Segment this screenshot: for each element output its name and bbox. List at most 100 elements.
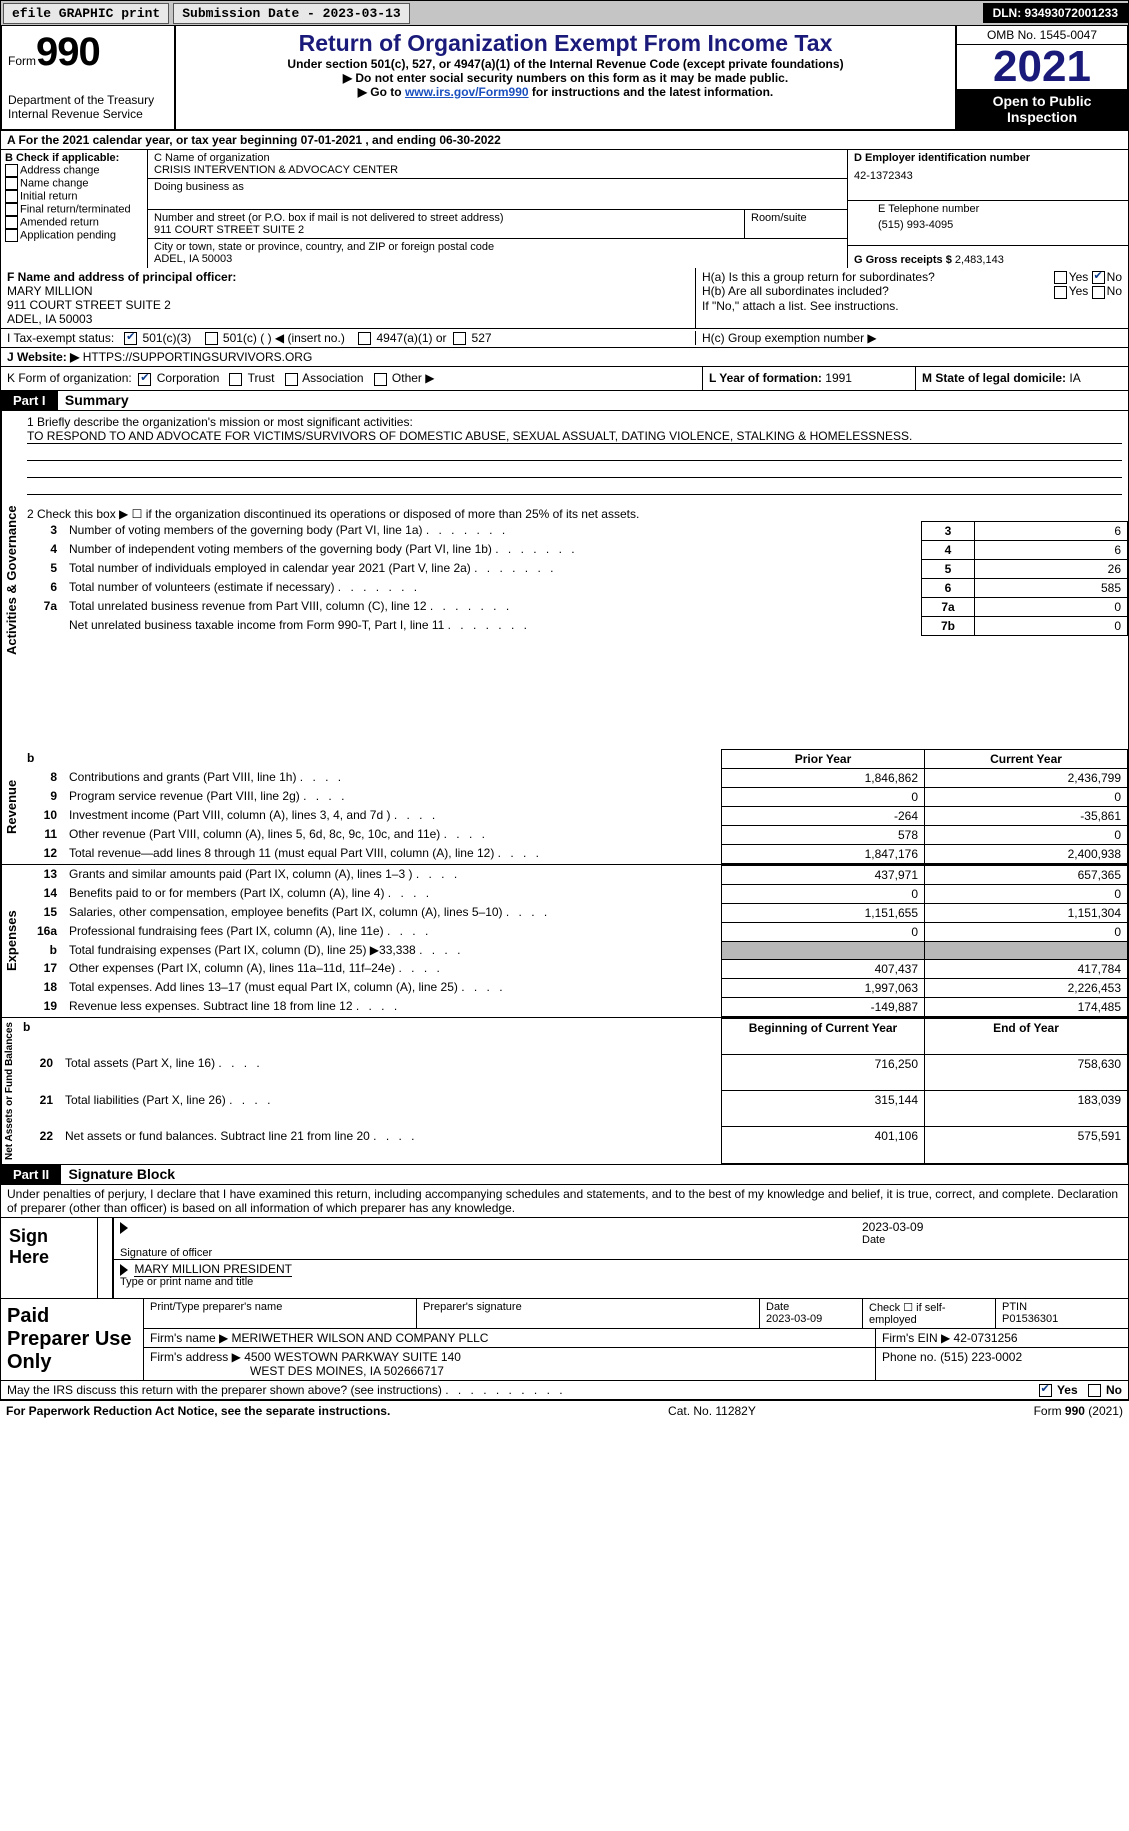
discuss-q: May the IRS discuss this return with the…	[7, 1383, 1039, 1397]
col-b-head: B Check if applicable:	[5, 152, 143, 164]
firm-ein-lbl: Firm's EIN ▶	[882, 1331, 950, 1345]
cb-initial[interactable]: Initial return	[5, 190, 143, 203]
col-b-checkboxes: B Check if applicable: Address change Na…	[1, 150, 148, 268]
col-d-ein: D Employer identification number 42-1372…	[847, 150, 1128, 268]
vtab-net: Net Assets or Fund Balances	[1, 1018, 17, 1164]
discuss-yes-cb[interactable]	[1039, 1384, 1052, 1397]
line1-txt: TO RESPOND TO AND ADVOCATE FOR VICTIMS/S…	[27, 429, 1122, 444]
row-klm: K Form of organization: Corporation Trus…	[0, 367, 1129, 390]
row-fh: F Name and address of principal officer:…	[0, 268, 1129, 329]
prep-name-lbl: Print/Type preparer's name	[144, 1299, 417, 1328]
footer-left: For Paperwork Reduction Act Notice, see …	[6, 1404, 390, 1418]
city-lbl: City or town, state or province, country…	[154, 241, 841, 253]
ein-val: 42-1372343	[854, 164, 1122, 182]
i-lbl: I Tax-exempt status:	[7, 331, 114, 345]
cb-final[interactable]: Final return/terminated	[5, 203, 143, 216]
part1-header: Part I Summary	[0, 391, 1129, 411]
form-header: Form990 Department of the Treasury Inter…	[0, 26, 1129, 131]
sig-date-lbl: Date	[862, 1234, 1122, 1246]
section-bcd: B Check if applicable: Address change Na…	[0, 150, 1129, 268]
l-lbl: L Year of formation:	[709, 371, 822, 385]
irs-link[interactable]: www.irs.gov/Form990	[405, 85, 529, 99]
part1-exp: Expenses 13 Grants and similar amounts p…	[0, 865, 1129, 1018]
discuss-no-cb[interactable]	[1088, 1384, 1101, 1397]
addr-lbl: Number and street (or P.O. box if mail i…	[154, 212, 738, 224]
sig-name-lbl: Type or print name and title	[120, 1276, 1122, 1288]
part1-label: Part I	[1, 391, 58, 410]
part2-label: Part II	[1, 1165, 61, 1184]
summary-table-net: b Beginning of Current Year End of Year2…	[17, 1018, 1128, 1164]
sig-officer-lbl: Signature of officer	[120, 1247, 212, 1259]
gross-val: 2,483,143	[955, 254, 1004, 266]
row-f-officer: F Name and address of principal officer:…	[1, 268, 696, 328]
m-lbl: M State of legal domicile:	[922, 371, 1066, 385]
org-name-lbl: C Name of organization	[154, 152, 841, 164]
tel-val: (515) 993-4095	[878, 215, 1122, 231]
f-addr1: 911 COURT STREET SUITE 2	[7, 298, 689, 312]
j-lbl: J Website: ▶	[7, 350, 79, 364]
row-i-status: I Tax-exempt status: 501(c)(3) 501(c) ( …	[0, 329, 1129, 348]
cb-amended[interactable]: Amended return	[5, 216, 143, 229]
cb-corp[interactable]	[138, 373, 151, 386]
hb-note: If "No," attach a list. See instructions…	[702, 299, 1122, 313]
org-name: CRISIS INTERVENTION & ADVOCACY CENTER	[154, 164, 841, 176]
lbl-4947: 4947(a)(1) or	[377, 331, 447, 345]
page-footer: For Paperwork Reduction Act Notice, see …	[0, 1400, 1129, 1421]
summary-table-exp: 13 Grants and similar amounts paid (Part…	[21, 865, 1128, 1017]
k-lbl: K Form of organization:	[7, 371, 132, 385]
header-mid: Return of Organization Exempt From Incom…	[176, 26, 955, 129]
form-note2: ▶ Go to www.irs.gov/Form990 for instruct…	[180, 85, 951, 99]
prep-date-val: 2023-03-09	[766, 1313, 856, 1325]
room-lbl: Room/suite	[751, 212, 841, 224]
part2-title: Signature Block	[68, 1166, 175, 1182]
lbl-assoc: Association	[302, 371, 363, 385]
cb-trust[interactable]	[229, 373, 242, 386]
cb-address[interactable]: Address change	[5, 164, 143, 177]
sign-here-block: Sign Here Signature of officer 2023-03-0…	[0, 1218, 1129, 1299]
hb-yes[interactable]: Yes	[1069, 284, 1089, 298]
lbl-trust: Trust	[248, 371, 275, 385]
blank-line-3	[27, 478, 1122, 495]
firm-name: MERIWETHER WILSON AND COMPANY PLLC	[232, 1331, 489, 1345]
phone-val: (515) 223-0002	[940, 1350, 1022, 1364]
hb-text: H(b) Are all subordinates included?	[702, 284, 1054, 298]
part1-net: Net Assets or Fund Balances b Beginning …	[0, 1018, 1129, 1165]
top-toolbar: efile GRAPHIC print Submission Date - 20…	[0, 0, 1129, 26]
prep-self-lbl: Check ☐ if self-employed	[863, 1299, 996, 1328]
cb-pending[interactable]: Application pending	[5, 229, 143, 242]
lbl-501c3: 501(c)(3)	[143, 331, 192, 345]
open-to-public: Open to Public Inspection	[957, 89, 1127, 129]
m-val: IA	[1069, 371, 1080, 385]
sig-date-val: 2023-03-09	[862, 1220, 1122, 1234]
vtab-activities: Activities & Governance	[1, 411, 21, 749]
ha-no[interactable]: No	[1107, 270, 1122, 284]
sig-name: MARY MILLION PRESIDENT	[134, 1262, 292, 1277]
dept-irs: Internal Revenue Service	[8, 107, 168, 121]
j-val: HTTPS://SUPPORTINGSURVIVORS.ORG	[83, 350, 313, 364]
cb-other[interactable]	[374, 373, 387, 386]
tax-year: 2021	[957, 45, 1127, 89]
efile-button[interactable]: efile GRAPHIC print	[3, 3, 169, 24]
cb-assoc[interactable]	[285, 373, 298, 386]
firm-name-lbl: Firm's name ▶	[150, 1331, 228, 1345]
blank-line-2	[27, 461, 1122, 478]
cb-name[interactable]: Name change	[5, 177, 143, 190]
line2: 2 Check this box ▶ ☐ if the organization…	[21, 499, 1128, 521]
cb-4947[interactable]	[358, 332, 371, 345]
ha-yes[interactable]: Yes	[1069, 270, 1089, 284]
tel-lbl: E Telephone number	[878, 203, 1122, 215]
hb-no[interactable]: No	[1107, 284, 1122, 298]
cb-501c[interactable]	[205, 332, 218, 345]
submission-date-button[interactable]: Submission Date - 2023-03-13	[173, 3, 409, 24]
penalty-text: Under penalties of perjury, I declare th…	[0, 1185, 1129, 1218]
dept-treasury: Department of the Treasury	[8, 93, 168, 107]
cb-501c3[interactable]	[124, 332, 137, 345]
cb-527[interactable]	[453, 332, 466, 345]
firm-addr-lbl: Firm's address ▶	[150, 1350, 241, 1364]
summary-table-rev: b Prior Year Current Year8 Contributions…	[21, 749, 1128, 864]
note2-pre: ▶ Go to	[358, 85, 405, 99]
header-right: OMB No. 1545-0047 2021 Open to Public In…	[955, 26, 1127, 129]
paid-preparer-block: Paid Preparer Use Only Print/Type prepar…	[0, 1299, 1129, 1381]
firm-ein: 42-0731256	[954, 1331, 1018, 1345]
vtab-revenue: Revenue	[1, 749, 21, 864]
